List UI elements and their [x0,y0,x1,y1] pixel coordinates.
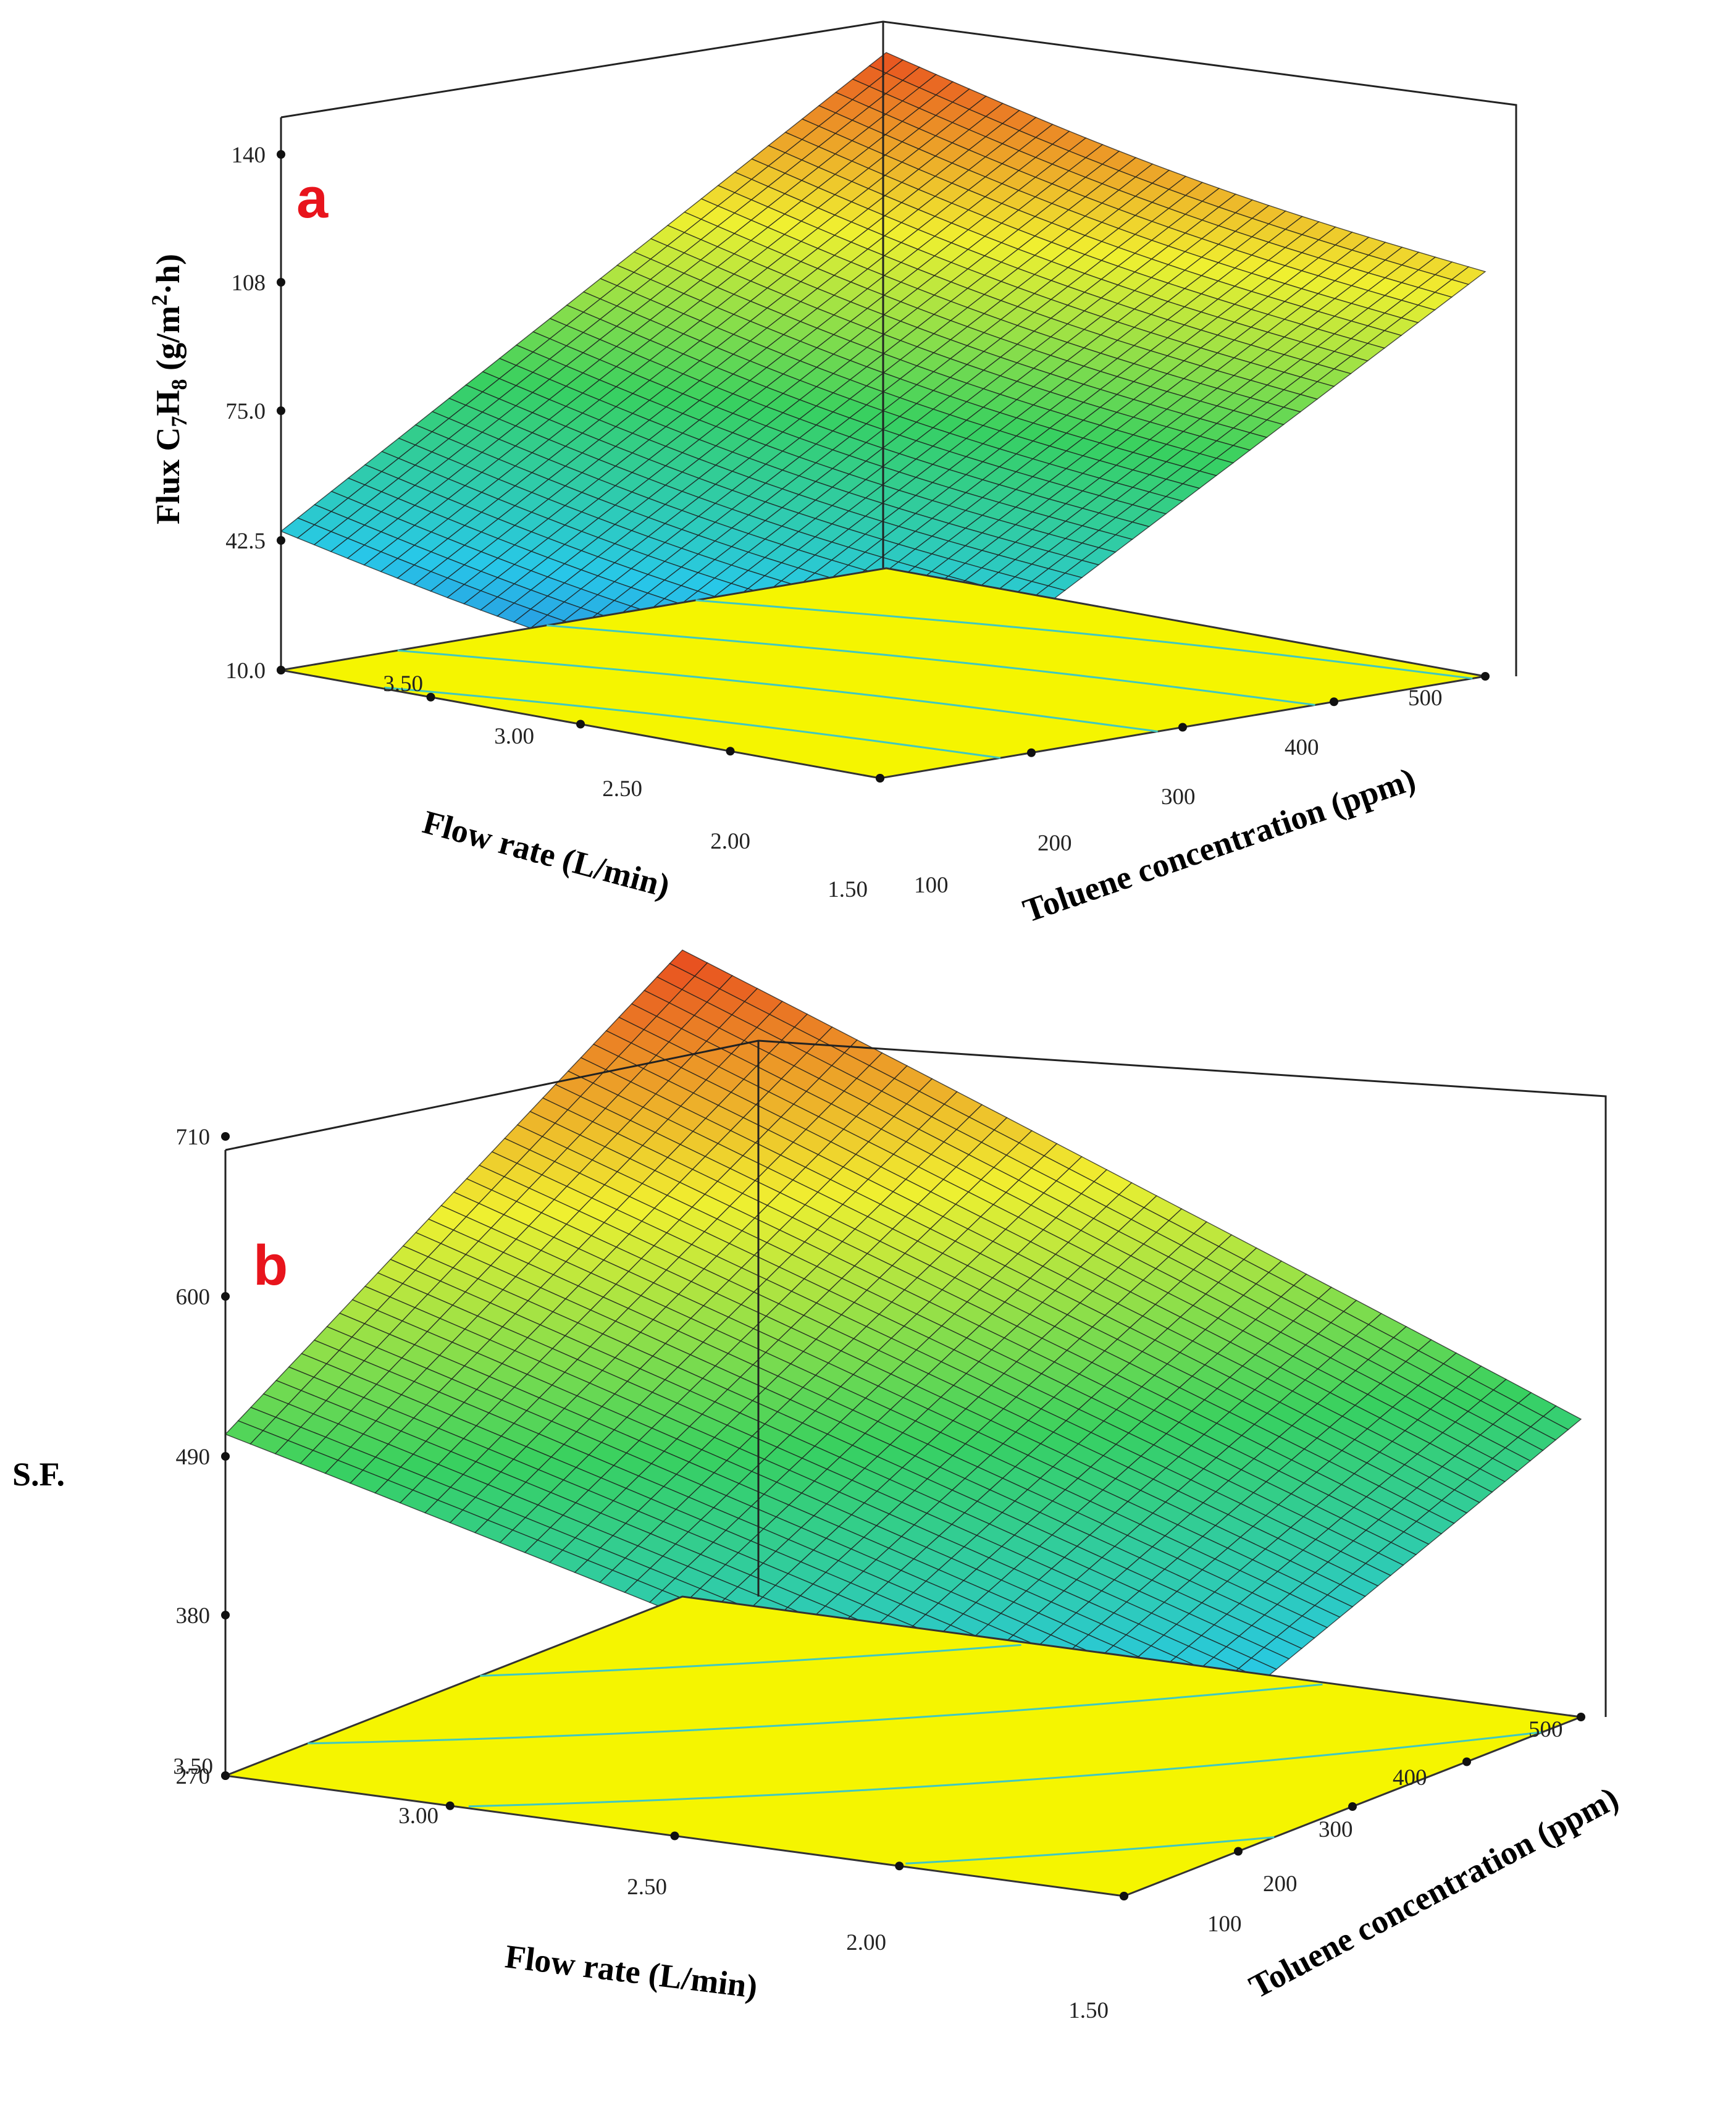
x-axis: 1.50 2.00 2.50 3.00 3.50 [277,666,884,902]
zlabel-part: (g/m [149,306,187,379]
x-tick-label: 1.50 [828,877,868,902]
contour-line [397,649,1158,732]
y-tick-mark [1234,1847,1243,1856]
x-tick-mark [277,666,285,674]
z-tick-label: 140 [232,143,266,168]
z-tick-mark [277,278,285,287]
panel-b: 2703804906007101.502.002.503.003.5010020… [12,949,1624,2023]
x-tick-label: 2.00 [846,1930,886,1955]
z-tick-mark [277,150,285,159]
z-axis: 10.0 42.5 75.0 108 140 [225,143,285,684]
panel-a-y-axis-label: Toluene concentration (ppm) [1018,760,1420,930]
z-tick-label: 75.0 [225,399,266,424]
y-tick-mark [876,774,884,783]
y-tick-mark [1348,1802,1357,1811]
y-tick-label: 100 [914,873,949,898]
y-tick-label: 200 [1263,1871,1298,1897]
y-tick-label: 400 [1285,735,1319,760]
contour-line [547,624,1315,706]
x-tick-label: 3.50 [173,1754,213,1779]
panel-a-z-axis-label: Flux C7H8 (g/m2·h) [147,254,191,524]
contour-line [384,686,1001,759]
z-tick-mark [221,1611,230,1619]
y-tick-label: 300 [1161,784,1196,810]
zlabel-sub: 7 [167,416,191,427]
z-tick-mark [277,536,285,545]
x-tick-label: 2.00 [710,829,750,854]
x-tick-mark [576,720,585,729]
y-axis: 100 200 300 400 500 [876,672,1490,898]
x-tick-label: 3.00 [494,724,534,749]
z-tick-mark [221,1292,230,1301]
panel-b-x-axis-label: Flow rate (L/min) [503,1937,760,2005]
y-tick-label: 500 [1528,1717,1563,1742]
y-tick-label: 200 [1038,831,1072,856]
panel-b-label: b [253,1234,288,1297]
z-tick-mark [277,406,285,415]
x-tick-mark [895,1862,904,1871]
zlabel-sub: 8 [167,379,191,390]
y-tick-mark [1120,1892,1128,1900]
floor-plane [222,1595,1585,1897]
x-tick-mark [445,1801,455,1810]
z-tick-label: 10.0 [225,658,266,684]
z-tick-mark [221,1452,230,1461]
z-tick-label: 710 [176,1125,211,1150]
y-tick-mark [1481,672,1490,681]
y-tick-mark [1577,1713,1585,1721]
y-tick-mark [1027,748,1036,757]
panel-a-label: a [296,167,329,230]
x-tick-mark [426,692,435,702]
panel-a-x-axis-label: Flow rate (L/min) [419,803,673,904]
zlabel-sup: 2 [147,295,172,306]
x-tick-label: 2.50 [627,1874,667,1900]
zlabel-part: ·h) [149,254,187,295]
x-tick-label: 2.50 [602,776,642,802]
z-tick-label: 108 [232,271,266,296]
y-tick-label: 400 [1393,1765,1427,1790]
x-tick-mark [221,1771,230,1780]
y-tick-label: 500 [1408,686,1443,711]
z-tick-label: 380 [176,1603,211,1629]
zlabel-part: Flux C [149,427,187,524]
z-tick-label: 42.5 [225,529,266,554]
z-tick-label: 490 [176,1445,211,1470]
y-tick-label: 100 [1207,1912,1242,1937]
axes-box [280,20,1517,676]
floor-contours [384,599,1473,759]
z-tick-label: 600 [176,1285,211,1310]
x-tick-mark [726,747,735,756]
x-tick-label: 1.50 [1068,1998,1109,2023]
panel-b-z-axis-label: S.F. [12,1456,65,1493]
x-tick-mark [670,1831,679,1841]
panel-a: 10.0 42.5 75.0 108 140 1.50 2.00 2.50 3.00 3.50 10… [147,20,1517,930]
z-tick-mark [221,1132,230,1141]
contour-line [695,599,1473,679]
zlabel-part: H [149,390,187,416]
x-tick-label: 3.50 [383,671,423,697]
y-tick-mark [1178,723,1187,732]
back-wall-top [280,20,1517,676]
y-tick-label: 300 [1319,1817,1353,1842]
x-tick-label: 3.00 [398,1803,438,1829]
y-tick-mark [1330,697,1338,707]
y-tick-mark [1462,1757,1471,1766]
